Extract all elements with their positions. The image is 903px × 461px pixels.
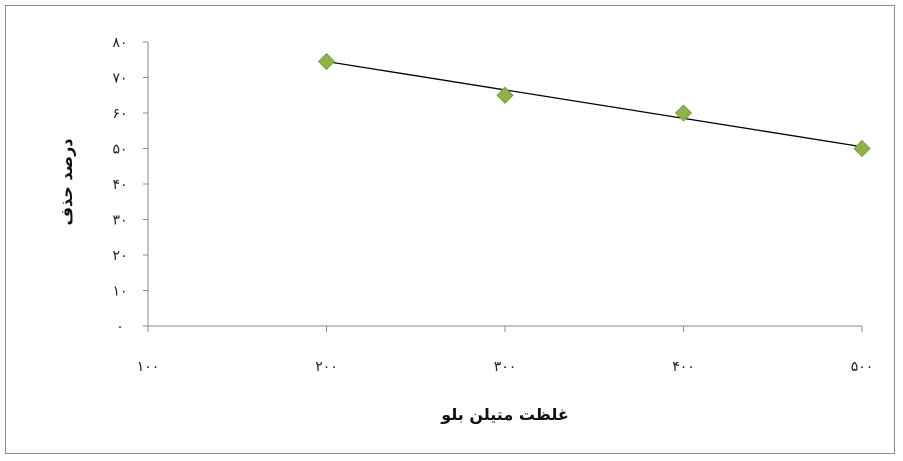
x-axis-title: غلظت متیلن بلو	[440, 405, 569, 424]
axes	[143, 41, 863, 332]
chart-frame	[5, 5, 895, 454]
data-point-diamond	[674, 104, 693, 122]
y-tick-labels: ۰ ۱۰ ۲۰ ۳۰ ۴۰ ۵۰ ۶۰ ۷۰ ۸۰	[112, 35, 127, 335]
y-tick-label: ۸۰	[112, 35, 127, 51]
y-tick-label: ۷۰	[112, 71, 127, 87]
y-tick-label: ۰	[116, 319, 124, 335]
trendline-group	[326, 60, 863, 148]
trendline	[326, 60, 863, 148]
y-tick-label: ۳۰	[112, 213, 127, 229]
data-points	[317, 52, 871, 158]
x-tick-label: ۲۰۰	[315, 359, 338, 375]
data-point-diamond	[496, 86, 514, 104]
y-tick-label: ۶۰	[112, 106, 127, 122]
y-tick-label: ۲۰	[112, 248, 127, 264]
y-axis-title: درصد حذف	[57, 138, 76, 225]
x-tick-label: ۱۰۰	[137, 359, 160, 375]
y-tick-label: ۵۰	[112, 142, 127, 158]
data-point-diamond	[853, 139, 871, 158]
y-tick-label: ۱۰	[112, 284, 127, 300]
x-tick-label: ۴۰۰	[672, 359, 695, 375]
data-point-diamond	[317, 52, 336, 71]
y-tick-label: ۴۰	[112, 177, 127, 193]
x-tick-label: ۳۰۰	[494, 359, 517, 375]
x-tick-labels: ۱۰۰ ۲۰۰ ۳۰۰ ۴۰۰ ۵۰۰	[137, 359, 874, 375]
x-tick-label: ۵۰۰	[851, 359, 874, 375]
